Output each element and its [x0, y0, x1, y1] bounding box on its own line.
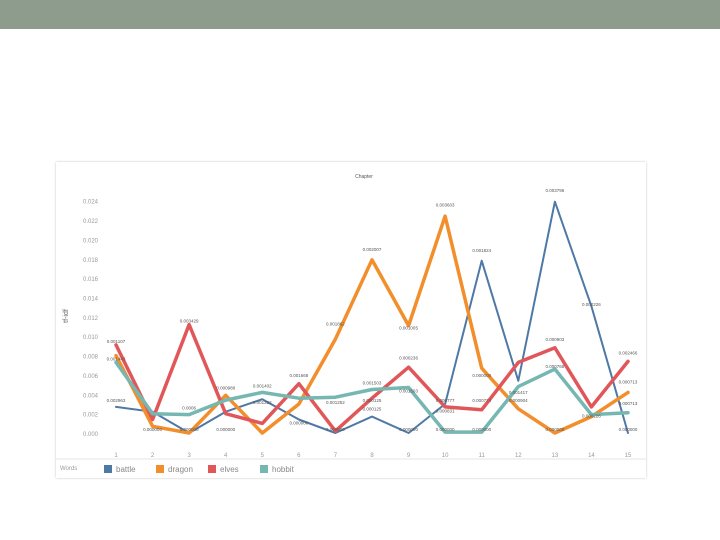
- data-label: 0.000000: [143, 427, 162, 432]
- data-label: 0.000988: [216, 385, 235, 390]
- data-label: 0.000000: [472, 427, 491, 432]
- data-label: 0.000000: [180, 427, 199, 432]
- data-label: 0.002466: [619, 351, 638, 356]
- x-tick-label: 6: [297, 453, 301, 459]
- data-label: 0.000000: [289, 420, 308, 425]
- data-labels: 0.001107 0.001443 0.002963 0.000000 0.003429…: [107, 188, 638, 432]
- data-label: 0.000904: [509, 398, 528, 403]
- x-tick-label: 12: [515, 453, 522, 459]
- data-label: 0.001824: [472, 248, 491, 253]
- data-label: 0.003796: [545, 188, 564, 193]
- tf-idf-line-chart: Chapter tf-idf 0.000 0.002 0.004 0.006 0.008…: [56, 174, 646, 474]
- series-line-battle: [115, 200, 629, 434]
- data-label: 0.001252: [326, 400, 345, 405]
- y-axis-label: tf-idf: [63, 309, 70, 323]
- series-line-hobbit: [114, 360, 630, 434]
- data-label: 0.001005: [399, 325, 418, 330]
- data-label: 0.000000: [326, 427, 345, 432]
- y-tick-label: 0.016: [83, 277, 99, 283]
- legend-label-battle: battle: [116, 465, 136, 474]
- data-label: 0.000226: [582, 302, 601, 307]
- data-label: 0.003603: [436, 202, 455, 207]
- x-tick-label: 15: [625, 453, 632, 459]
- data-label: 0.001443: [107, 356, 126, 361]
- data-label: 0.000125: [363, 398, 382, 403]
- y-tick-label: 0.020: [83, 238, 99, 244]
- y-tick-label: 0.002: [83, 413, 99, 419]
- y-tick-label: 0.022: [83, 219, 99, 225]
- legend: battle dragon elves hobbit: [104, 465, 295, 474]
- data-label: 0.000000: [545, 427, 564, 432]
- data-label: 0.000903: [545, 337, 564, 342]
- x-tick-label: 1: [114, 453, 118, 459]
- data-label: 0.0006: [182, 406, 196, 411]
- legend-swatch-elves: [208, 465, 216, 473]
- data-label: 0.000000: [399, 427, 418, 432]
- legend-swatch-dragon: [156, 465, 164, 473]
- data-label: 0.000774: [472, 398, 491, 403]
- data-label: 0.001862: [326, 322, 345, 327]
- x-axis-ticks: 1 2 3 4 5 6 7 8 9 10 11 12 13 14 15: [114, 453, 632, 459]
- data-label: 0.002963: [107, 398, 126, 403]
- x-tick-label: 10: [442, 453, 449, 459]
- data-label: 0.000713: [619, 380, 638, 385]
- data-label: 0.001417: [509, 390, 528, 395]
- series-lines: [114, 200, 630, 435]
- legend-label-elves: elves: [220, 465, 239, 474]
- data-label: 0.000236: [399, 355, 418, 360]
- chart-title: Chapter: [355, 174, 373, 180]
- data-label: 0.001503: [363, 381, 382, 386]
- data-label: 0.003429: [180, 319, 199, 324]
- y-tick-label: 0.004: [83, 393, 99, 399]
- data-label: 0.001668: [289, 373, 308, 378]
- data-label: 0.001503: [399, 388, 418, 393]
- data-label: 0.001402: [253, 383, 272, 388]
- slide-header-bar: [0, 0, 720, 29]
- y-tick-label: 0.014: [83, 296, 99, 302]
- y-tick-label: 0.010: [83, 335, 99, 341]
- y-tick-label: 0.000: [83, 432, 99, 438]
- x-tick-label: 9: [407, 453, 411, 459]
- data-label: 0.001222: [253, 400, 272, 405]
- data-label: 0.000713: [619, 401, 638, 406]
- x-tick-label: 2: [151, 453, 155, 459]
- x-tick-label: 7: [334, 453, 338, 459]
- x-tick-label: 5: [261, 453, 265, 459]
- data-label: 0.000831: [436, 409, 455, 414]
- y-tick-label: 0.006: [83, 374, 99, 380]
- data-label: 0.002007: [363, 247, 382, 252]
- legend-swatch-battle: [104, 465, 112, 473]
- legend-label-hobbit: hobbit: [272, 465, 295, 474]
- data-label: 0.000000: [472, 373, 491, 378]
- x-tick-label: 8: [370, 453, 374, 459]
- x-tick-label: 4: [224, 453, 228, 459]
- y-tick-label: 0.012: [83, 316, 99, 322]
- data-label: 0.000777: [436, 398, 455, 403]
- data-label: 0.000226: [582, 413, 601, 418]
- chart-panel: Chapter tf-idf 0.000 0.002 0.004 0.006 0.008…: [56, 162, 646, 478]
- x-tick-label: 13: [552, 453, 559, 459]
- y-axis-ticks: 0.000 0.002 0.004 0.006 0.008 0.010 0.012 0.014…: [83, 200, 99, 438]
- data-label: 0.000000: [216, 427, 235, 432]
- series-line-dragon: [114, 214, 630, 435]
- y-tick-label: 0.008: [83, 355, 99, 361]
- y-tick-label: 0.018: [83, 258, 99, 264]
- data-label: 0.000768: [545, 364, 564, 369]
- legend-swatch-hobbit: [260, 465, 268, 473]
- x-tick-label: 3: [187, 453, 191, 459]
- data-label: 0.000000: [436, 427, 455, 432]
- data-label: 0.000125: [363, 407, 382, 412]
- data-label: 0.000000: [619, 427, 638, 432]
- series-line-elves: [114, 322, 630, 433]
- data-label: 0.001107: [107, 339, 126, 344]
- x-tick-label: 11: [479, 453, 486, 459]
- legend-title: Words: [60, 466, 77, 472]
- y-tick-label: 0.024: [83, 200, 99, 206]
- x-tick-label: 14: [588, 453, 595, 459]
- legend-label-dragon: dragon: [168, 465, 193, 474]
